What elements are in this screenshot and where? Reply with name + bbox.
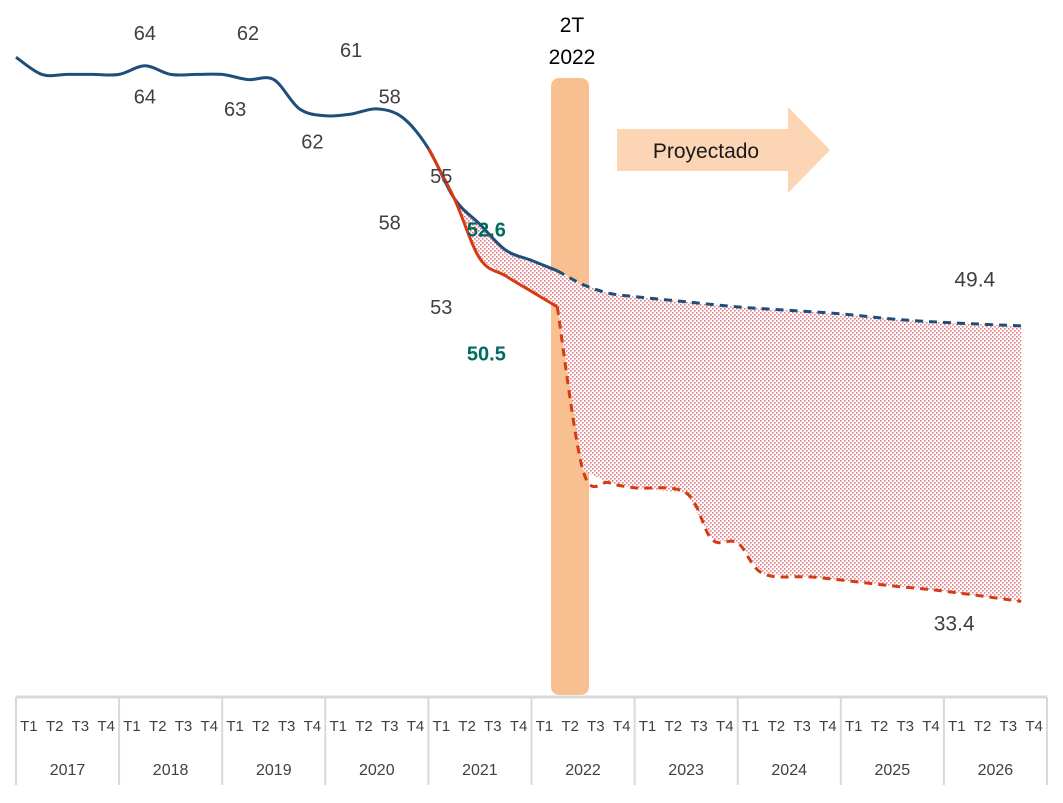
quarter-tick-label: T3 — [72, 718, 90, 735]
data-label: 33.4 — [934, 613, 975, 636]
quarter-tick-label: T1 — [536, 718, 554, 735]
quarter-tick-label: T1 — [226, 718, 244, 735]
quarter-tick-label: T4 — [1025, 718, 1043, 735]
quarter-tick-label: T2 — [871, 718, 889, 735]
data-label: 64 — [134, 87, 156, 109]
quarter-tick-label: T3 — [1000, 718, 1018, 735]
data-label: 64 — [134, 23, 156, 45]
quarter-tick-label: T1 — [845, 718, 863, 735]
quarter-tick-label: T2 — [665, 718, 683, 735]
data-label: 58 — [379, 212, 401, 234]
quarter-tick-label: T3 — [793, 718, 811, 735]
projection-arrow — [617, 107, 830, 193]
series-blue-projected — [556, 269, 1022, 328]
year-tick-label: 2022 — [565, 762, 601, 779]
data-label: 58 — [379, 87, 401, 109]
series-red-actual — [427, 147, 559, 309]
quarter-tick-label: T4 — [819, 718, 837, 735]
quarter-tick-label: T1 — [329, 718, 347, 735]
quarter-tick-label: T3 — [896, 718, 914, 735]
quarter-tick-label: T1 — [948, 718, 966, 735]
quarter-tick-label: T1 — [639, 718, 657, 735]
data-label: 62 — [237, 23, 259, 45]
quarter-tick-label: T3 — [278, 718, 296, 735]
quarter-tick-label: T4 — [613, 718, 631, 735]
data-label: 55 — [430, 166, 452, 188]
x-axis: T1 T2 T3 T4 2017 T1 T2 T3 T4 2018 T1 T2 T3 T4 2019 T1 T2… — [15, 695, 1048, 785]
quarter-tick-label: T2 — [149, 718, 167, 735]
year-tick-label: 2023 — [668, 762, 704, 779]
highlight-label-line2: 2022 — [549, 46, 596, 69]
quarter-tick-label: T2 — [46, 718, 64, 735]
data-label: 62 — [301, 132, 323, 154]
series-blue-actual — [15, 55, 558, 273]
quarter-tick-label: T2 — [561, 718, 579, 735]
quarter-tick-label: T2 — [252, 718, 270, 735]
quarter-tick-label: T4 — [407, 718, 425, 735]
quarter-tick-label: T2 — [355, 718, 373, 735]
quarter-tick-label: T1 — [20, 718, 38, 735]
year-tick-label: 2020 — [359, 762, 395, 779]
data-label: 49.4 — [954, 268, 995, 291]
data-label: 61 — [340, 40, 362, 62]
quarter-tick-label: T1 — [123, 718, 141, 735]
quarter-tick-label: T2 — [974, 718, 992, 735]
quarter-tick-label: T4 — [922, 718, 940, 735]
quarter-tick-label: T1 — [742, 718, 760, 735]
year-tick-label: 2026 — [978, 762, 1014, 779]
year-tick-label: 2021 — [462, 762, 498, 779]
highlight-label-line1: 2T — [560, 14, 585, 37]
data-label: 63 — [224, 99, 246, 121]
quarter-tick-label: T3 — [381, 718, 399, 735]
quarter-tick-label: T4 — [201, 718, 219, 735]
quarter-tick-label: T1 — [433, 718, 451, 735]
year-tick-label: 2019 — [256, 762, 292, 779]
quarter-tick-label: T3 — [175, 718, 193, 735]
year-tick-label: 2024 — [771, 762, 807, 779]
quarter-tick-label: T3 — [587, 718, 605, 735]
quarter-tick-label: T2 — [458, 718, 476, 735]
quarter-tick-label: T2 — [768, 718, 786, 735]
series-red-projected — [555, 306, 1022, 603]
quarter-tick-label: T4 — [510, 718, 528, 735]
quarter-tick-label: T4 — [304, 718, 322, 735]
quarter-tick-label: T4 — [97, 718, 115, 735]
year-tick-label: 2017 — [50, 762, 86, 779]
data-label: 53 — [430, 297, 452, 319]
projection-label: Proyectado — [653, 140, 759, 163]
year-tick-label: 2018 — [153, 762, 189, 779]
data-labels: 64 62 61 64 63 62 58 58 55 53 52.6 50.5 49.4 33.4 — [134, 23, 996, 636]
year-tick-label: 2025 — [875, 762, 911, 779]
quarter-tick-label: T3 — [690, 718, 708, 735]
quarter-tick-label: T4 — [716, 718, 734, 735]
gap-area — [428, 148, 1022, 602]
data-label: 52.6 — [467, 219, 506, 241]
data-label: 50.5 — [467, 343, 506, 365]
quarter-tick-label: T3 — [484, 718, 502, 735]
